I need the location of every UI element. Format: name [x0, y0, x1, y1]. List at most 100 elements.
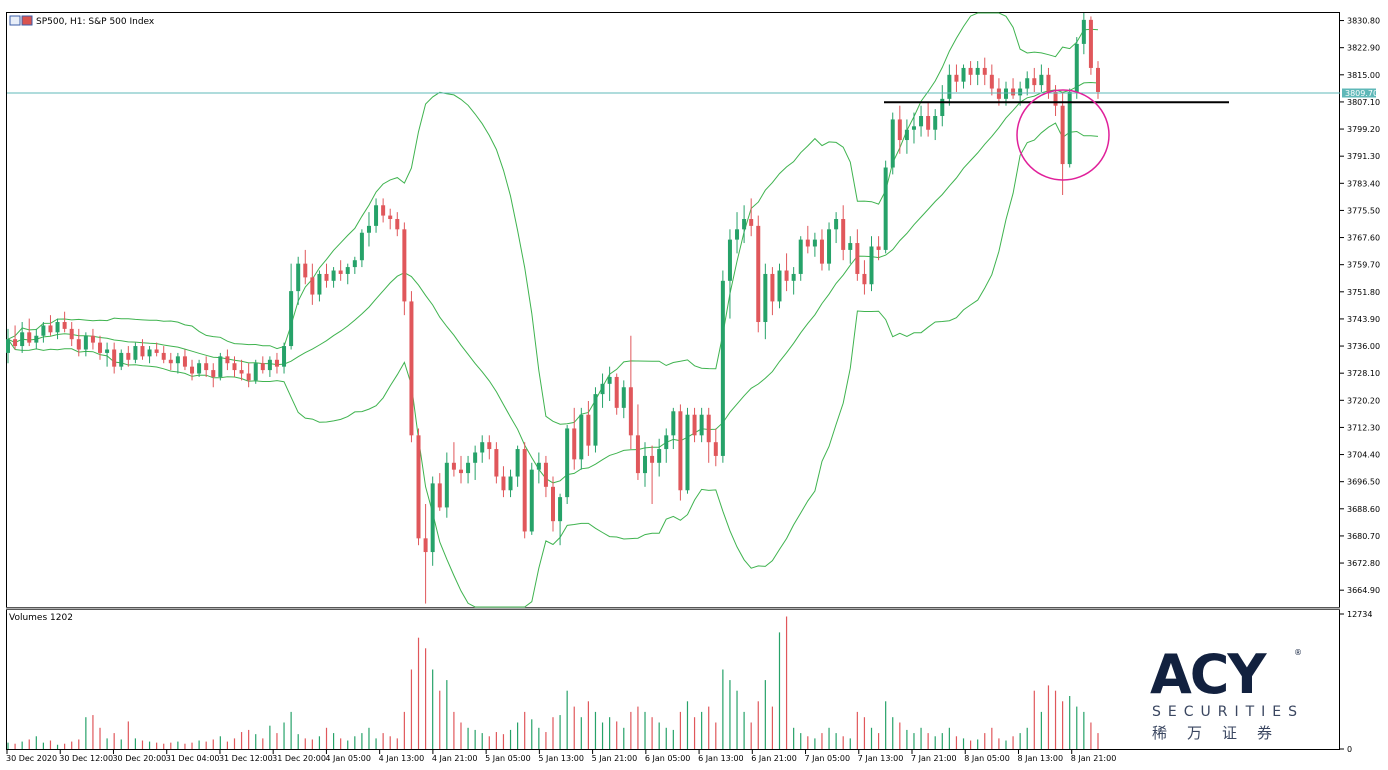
- candle-body: [83, 335, 88, 350]
- candle-body: [565, 428, 570, 498]
- candle-body: [218, 356, 223, 377]
- candle-body: [926, 116, 931, 130]
- candle-body: [444, 462, 449, 508]
- candle-body: [423, 538, 428, 553]
- time-axis-label: 4 Jan 13:00: [379, 754, 425, 763]
- logo-mark: ACY: [1150, 643, 1267, 706]
- candle-body: [1018, 88, 1023, 96]
- price-axis: 3830.80 3822.90 3815.00 3807.10 3799.20 3791.…: [1340, 17, 1380, 595]
- symbol-icon: [9, 15, 33, 26]
- candle-body: [805, 239, 810, 247]
- candle-body: [62, 322, 67, 329]
- candle-body: [827, 229, 832, 264]
- price-axis-label: 3712.30: [1347, 423, 1380, 432]
- volume-pane-title: Volumes 1202: [9, 613, 73, 623]
- candle-body: [430, 483, 435, 553]
- candle-body: [239, 370, 244, 374]
- candle-body: [466, 462, 471, 474]
- candle-body: [1074, 43, 1079, 92]
- candle-body: [635, 435, 640, 474]
- candle-body: [883, 167, 888, 250]
- candle-body: [593, 394, 598, 446]
- candle-body: [798, 239, 803, 274]
- candle-body: [628, 387, 633, 436]
- candle-body: [982, 67, 987, 75]
- price-axis-label: 3696.50: [1347, 478, 1380, 487]
- candle-body: [168, 359, 173, 364]
- time-axis-label: 8 Jan 21:00: [1071, 754, 1117, 763]
- candle-body: [756, 225, 761, 323]
- candle-body: [282, 346, 287, 367]
- price-axis-label: 3775.50: [1347, 206, 1380, 215]
- candle-body: [543, 462, 548, 487]
- candle-body: [296, 263, 301, 292]
- price-axis-label: 3672.80: [1347, 559, 1380, 568]
- time-axis-label: 5 Jan 21:00: [592, 754, 638, 763]
- candle-body: [1011, 88, 1016, 96]
- candle-body: [105, 349, 110, 353]
- candle-body: [763, 273, 768, 323]
- candle-body: [947, 74, 952, 99]
- logo-chinese-text: 稀万证券: [1152, 724, 1293, 742]
- candle-body: [13, 339, 18, 347]
- price-axis-label: 3736.00: [1347, 342, 1380, 351]
- candle-body: [706, 414, 711, 443]
- candle-body: [558, 497, 563, 522]
- candle-body: [1025, 78, 1030, 89]
- candle-body: [310, 277, 315, 295]
- time-axis-label: 30 Dec 2020: [6, 754, 57, 763]
- candle-body: [147, 349, 152, 357]
- time-axis-label: 30 Dec 12:00: [59, 754, 113, 763]
- price-axis-label: 3830.80: [1347, 17, 1380, 26]
- candle-body: [713, 442, 718, 456]
- candle-body: [317, 273, 322, 295]
- candle-body: [246, 373, 251, 381]
- candle-body: [437, 483, 442, 508]
- candle-body: [777, 270, 782, 302]
- volume-pane-frame: [6, 609, 1340, 750]
- price-axis-label: 3751.80: [1347, 288, 1380, 297]
- time-axis-label: 6 Jan 05:00: [645, 754, 691, 763]
- candle-body: [1096, 67, 1100, 92]
- candle-body: [374, 205, 379, 226]
- candle-body: [954, 74, 959, 82]
- registered-mark: ®: [1294, 648, 1302, 657]
- candle-body: [345, 267, 350, 274]
- bb-middle: [7, 81, 1099, 484]
- candle-body: [735, 229, 740, 240]
- volume-axis-label: 0: [1347, 745, 1352, 754]
- candle-body: [473, 452, 478, 463]
- candle-body: [1081, 19, 1086, 44]
- candle-body: [968, 67, 973, 75]
- candle-body: [480, 442, 485, 453]
- candle-body: [409, 301, 414, 436]
- annotation-circle[interactable]: [1016, 89, 1110, 181]
- chart-title: SP500, H1: S&P 500 Index: [36, 17, 155, 27]
- candle-body: [961, 67, 966, 82]
- candle-body: [876, 246, 881, 250]
- candle-body: [48, 325, 53, 333]
- price-axis-label: 3720.20: [1347, 396, 1380, 405]
- candle-body: [897, 119, 902, 141]
- candle-body: [487, 442, 492, 450]
- time-axis: 30 Dec 2020 30 Dec 12:00 30 Dec 20:00 31 De…: [6, 750, 1116, 763]
- candle-body: [366, 225, 371, 233]
- candle-body: [338, 270, 343, 274]
- time-axis-label: 7 Jan 21:00: [911, 754, 957, 763]
- price-axis-label: 3664.90: [1347, 586, 1380, 595]
- candle-body: [643, 455, 648, 474]
- candle-body: [1053, 91, 1058, 106]
- candle-body: [20, 332, 25, 347]
- candle-body: [989, 74, 994, 89]
- candle-body: [657, 449, 662, 463]
- price-axis-label: 3680.70: [1347, 532, 1380, 541]
- candle-body: [359, 232, 364, 261]
- candle-body: [848, 243, 853, 250]
- candle-body: [933, 116, 938, 130]
- candle-body: [253, 363, 258, 381]
- candle-body: [536, 462, 541, 470]
- candle-body: [812, 239, 817, 247]
- candle-body: [841, 219, 846, 250]
- candle-body: [140, 346, 145, 357]
